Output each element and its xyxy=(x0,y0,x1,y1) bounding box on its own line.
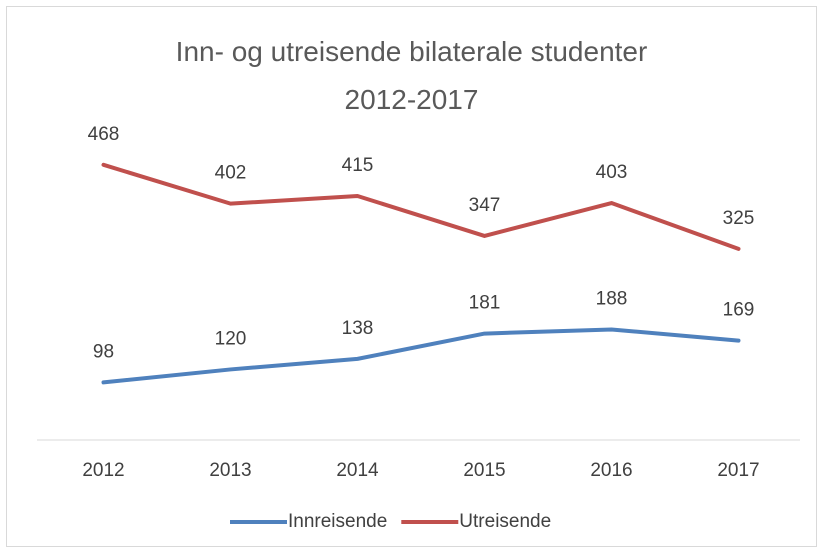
chart-border xyxy=(6,6,817,547)
data-label: 120 xyxy=(215,328,247,349)
data-label: 347 xyxy=(469,195,501,216)
x-tick-label: 2014 xyxy=(336,460,379,481)
x-tick-label: 2012 xyxy=(82,460,124,481)
data-label: 169 xyxy=(723,300,755,321)
data-label: 138 xyxy=(342,318,374,339)
data-label: 468 xyxy=(88,124,120,145)
x-tick-label: 2013 xyxy=(209,460,251,481)
x-tick-label: 2017 xyxy=(717,460,759,481)
data-label: 98 xyxy=(93,341,114,362)
data-label: 188 xyxy=(596,288,628,309)
chart-title: Inn- og utreisende bilaterale studenter … xyxy=(175,36,648,115)
data-label: 415 xyxy=(342,155,374,176)
legend-label: Innreisende xyxy=(288,511,387,532)
data-label: 325 xyxy=(723,208,755,229)
x-tick-label: 2015 xyxy=(463,460,505,481)
series-line xyxy=(101,327,741,385)
legend-label: Utreisende xyxy=(459,511,551,532)
data-label: 402 xyxy=(215,163,247,184)
x-tick-label: 2016 xyxy=(590,460,632,481)
data-label: 403 xyxy=(596,162,628,183)
data-label: 181 xyxy=(469,293,501,314)
series-line xyxy=(101,162,741,251)
